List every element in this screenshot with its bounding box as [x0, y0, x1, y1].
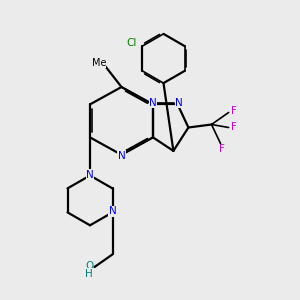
Text: H: H	[85, 268, 93, 279]
Text: N: N	[86, 169, 94, 180]
Text: Cl: Cl	[127, 38, 137, 48]
Text: O: O	[85, 261, 93, 271]
Text: N: N	[118, 151, 125, 161]
Text: N: N	[109, 206, 116, 217]
Text: Me: Me	[92, 58, 106, 68]
Text: N: N	[175, 98, 183, 108]
Text: N: N	[149, 98, 157, 108]
Text: F: F	[219, 144, 225, 154]
Text: F: F	[231, 122, 237, 133]
Text: F: F	[231, 106, 237, 116]
